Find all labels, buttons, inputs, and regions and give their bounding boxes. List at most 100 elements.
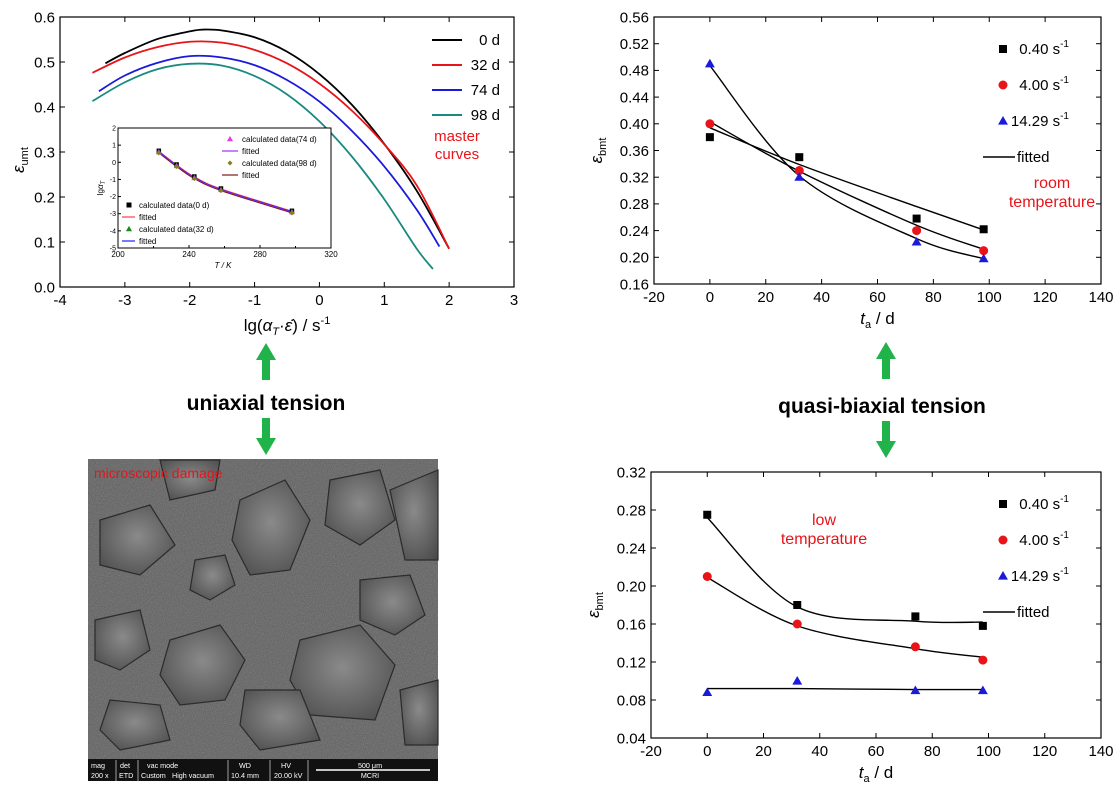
data-point bbox=[912, 214, 921, 223]
x-tick-label: 140 bbox=[1088, 743, 1113, 760]
x-tick-label: 20 bbox=[755, 743, 772, 760]
inset-y-tick-label: -2 bbox=[110, 194, 116, 201]
x-axis-label: ta / d bbox=[860, 309, 894, 331]
sem-v-det: ETD bbox=[119, 771, 133, 780]
annotation-text: low bbox=[812, 512, 836, 529]
data-point bbox=[911, 236, 922, 246]
arrow-down-right bbox=[876, 421, 896, 458]
data-point bbox=[704, 58, 715, 68]
sem-particles bbox=[94, 459, 439, 751]
legend-marker bbox=[999, 500, 1007, 508]
series-line-98d bbox=[91, 62, 434, 270]
x-tick-label: -20 bbox=[643, 289, 665, 306]
y-tick-label: 0.6 bbox=[34, 9, 55, 26]
legend-label: 4.00 s-1 bbox=[1019, 75, 1069, 94]
y-axis-label: εbmt bbox=[584, 592, 606, 618]
data-point bbox=[793, 601, 802, 609]
inset-x-tick-label: 240 bbox=[182, 250, 196, 259]
series-line-32d bbox=[92, 40, 450, 250]
legend-label: 14.29 s-1 bbox=[1011, 566, 1070, 585]
sem-micrograph: microscopic damage mag det vac mode WD H… bbox=[88, 459, 439, 781]
inset-y-tick-label: -1 bbox=[110, 177, 116, 184]
annotation-master: master bbox=[434, 128, 480, 145]
legend-marker bbox=[999, 45, 1007, 53]
sem-org: MCRI bbox=[361, 771, 379, 780]
annotation-curves: curves bbox=[435, 146, 479, 163]
data-point bbox=[795, 153, 804, 162]
y-tick-label: 0.40 bbox=[620, 116, 649, 133]
data-point bbox=[792, 619, 802, 629]
fit-line bbox=[706, 576, 983, 658]
y-tick-label: 0.48 bbox=[620, 63, 649, 80]
x-axis-label: ta / d bbox=[859, 763, 893, 785]
y-tick-label: 0.5 bbox=[34, 54, 55, 71]
inset-legend-label: fitted bbox=[139, 237, 156, 246]
y-tick-label: 0.16 bbox=[620, 276, 649, 293]
y-axis-label: εumt bbox=[9, 147, 31, 173]
inset-y-tick-label: 1 bbox=[112, 143, 116, 150]
x-tick-label: -4 bbox=[53, 292, 66, 309]
x-tick-label: 100 bbox=[977, 289, 1002, 306]
inset-point bbox=[156, 150, 162, 156]
arrows bbox=[256, 342, 896, 458]
arrow-down-left bbox=[256, 418, 276, 455]
inset-legend-marker bbox=[126, 202, 132, 208]
inset-legend-label: fitted bbox=[139, 213, 156, 222]
y-tick-label: 0.56 bbox=[620, 9, 649, 26]
legend-marker bbox=[998, 535, 1008, 545]
x-tick-label: 1 bbox=[380, 292, 388, 309]
x-tick-label: 0 bbox=[706, 289, 714, 306]
fit-line bbox=[709, 65, 984, 260]
y-tick-label: 0.52 bbox=[620, 36, 649, 53]
room-temperature-chart: -20 0 20 40 60 80 100 120 140 0.16 0.20 0.24 0.28 0.3… bbox=[587, 9, 1114, 331]
y-tick-label: 0.4 bbox=[34, 99, 55, 116]
y-tick-label: 0.32 bbox=[620, 169, 649, 186]
legend-label: 0.40 s-1 bbox=[1019, 494, 1069, 513]
inset-legend-label: calculated data(32 d) bbox=[139, 225, 214, 234]
data-point bbox=[705, 133, 714, 142]
sem-info-bar bbox=[88, 759, 438, 781]
data-point bbox=[702, 687, 713, 696]
arrow-up-right bbox=[876, 342, 896, 379]
data-point bbox=[910, 685, 921, 695]
annotation-text: temperature bbox=[1009, 194, 1095, 211]
fit-line bbox=[706, 517, 983, 624]
fit-line bbox=[709, 121, 984, 250]
sem-info-text: mag det vac mode WD HV 200 x ETD Custom … bbox=[91, 761, 382, 780]
y-tick-label: 0.28 bbox=[620, 196, 649, 213]
fit-line bbox=[707, 687, 983, 691]
legend-marker bbox=[998, 571, 1008, 580]
low-temperature-chart: -20 0 20 40 60 80 100 120 140 0.04 0.08 0.12 0.16 0.2… bbox=[584, 464, 1114, 785]
x-tick-label: 60 bbox=[868, 743, 885, 760]
x-tick-label: -20 bbox=[640, 743, 662, 760]
y-tick-label: 0.04 bbox=[617, 730, 646, 747]
data-point bbox=[912, 226, 922, 236]
y-axis-label: εbmt bbox=[587, 138, 609, 164]
inset-y-tick-label: 2 bbox=[112, 126, 116, 133]
inset-y-tick-label: -3 bbox=[110, 211, 116, 218]
data-point bbox=[794, 172, 805, 181]
sem-info-grid bbox=[115, 760, 430, 781]
x-tick-label: 80 bbox=[925, 289, 942, 306]
inset-y-axis-label: lgαT bbox=[96, 179, 107, 195]
inset-y-tick-label: -5 bbox=[110, 246, 116, 253]
inset-legend-label: calculated data(98 d) bbox=[242, 159, 317, 168]
y-tick-label: 0.3 bbox=[34, 144, 55, 161]
y-tick-label: 0.20 bbox=[620, 250, 649, 267]
y-tick-label: 0.2 bbox=[34, 189, 55, 206]
sem-h-mag: mag bbox=[91, 761, 105, 770]
sem-v-vac: Custom bbox=[141, 771, 166, 780]
x-tick-label: 60 bbox=[869, 289, 886, 306]
x-tick-label: 2 bbox=[445, 292, 453, 309]
legend-label: 0.40 s-1 bbox=[1019, 39, 1069, 58]
sem-h-wd: WD bbox=[239, 761, 251, 770]
annotation-text: temperature bbox=[781, 531, 867, 548]
inset-legend-label: fitted bbox=[242, 147, 259, 156]
y-tick-label: 0.1 bbox=[34, 234, 55, 251]
data-point bbox=[794, 166, 804, 176]
y-tick-label: 0.44 bbox=[620, 89, 649, 106]
inset-point bbox=[289, 210, 295, 216]
x-tick-label: 80 bbox=[924, 743, 941, 760]
series-line-74d bbox=[98, 54, 441, 247]
